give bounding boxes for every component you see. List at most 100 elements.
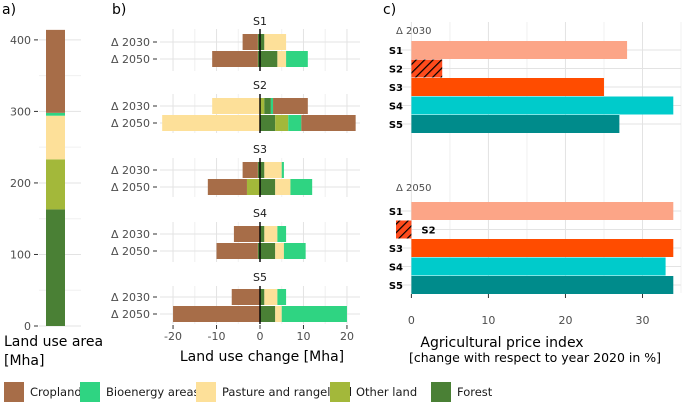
panel-b-scenario-title: S5	[253, 271, 267, 284]
panel-c-group-title: Δ 2030	[396, 26, 431, 37]
panel-b-xlabel: Land use change [Mha]	[180, 349, 344, 365]
panel-b-bar-forest	[260, 243, 276, 259]
panel-b-bar-forest	[260, 179, 276, 195]
panel-b-bar-bioenergy-areas	[270, 98, 274, 114]
panel-b-row-label: Δ 2030	[111, 100, 150, 113]
panel-b-row-label: Δ 2030	[111, 228, 150, 241]
panel-b-xtick-label: 20	[340, 330, 354, 343]
panel-b-bar-other-land	[260, 98, 265, 114]
panel-a-ytick-label: 300	[10, 105, 31, 118]
panel-c-bar-s3	[411, 78, 604, 96]
panel-b-land-use-change: S1 Δ 2030 Δ 2050 S2 Δ 2030 Δ 2050 S3 Δ 2030 Δ 20…	[111, 15, 360, 365]
panel-b-bar-forest	[260, 162, 265, 178]
panel-b-bar-pasture-and-rangeland	[277, 51, 287, 67]
panel-c-xlabel-sub: [change with respect to year 2020 in %]	[409, 350, 661, 365]
panel-b-bar-pasture-and-rangeland	[264, 226, 278, 242]
panel-b-bar-pasture-and-rangeland	[162, 115, 260, 131]
panel-c-bar-s1	[411, 202, 674, 220]
panel-b-row-label: Δ 2030	[111, 36, 150, 49]
panel-c-bar-s1	[411, 41, 628, 59]
panel-b-bar-pasture-and-rangeland	[275, 179, 291, 195]
panel-b-bar-bioenergy-areas	[281, 162, 284, 178]
panel-c-bar-s4	[411, 257, 666, 276]
panel-b-row-label: Δ 2050	[111, 181, 150, 194]
panel-c-xtick-label: 0	[408, 314, 415, 327]
panel-c-xtick-label: 10	[481, 314, 495, 327]
panel-c-bar-s3	[411, 239, 674, 257]
panel-b-bar-forest	[257, 51, 260, 67]
panel-c-group-title: Δ 2050	[396, 183, 431, 194]
panel-b-bar-forest	[260, 289, 265, 305]
panel-a-segment-pasture-and-rangeland	[46, 115, 65, 160]
panel-b-bar-forest	[260, 306, 276, 322]
panel-c-bar-s4	[411, 96, 674, 115]
panel-b-bar-bioenergy-areas	[277, 289, 287, 305]
legend-label: Forest	[457, 385, 493, 399]
panel-b-bar-forest	[260, 51, 278, 67]
legend-label: Pasture and rangeland	[222, 385, 352, 399]
panel-b-bar-forest	[260, 226, 265, 242]
legend-swatch-other-land	[330, 382, 350, 402]
legend-label: Cropland	[30, 385, 82, 399]
panel-c-row-label: S3	[389, 244, 403, 255]
panel-b-bar-pasture-and-rangeland	[264, 289, 278, 305]
panel-b-xtick-label: 10	[296, 330, 310, 343]
panel-b-xtick-label: -10	[208, 330, 226, 343]
panel-b-bar-bioenergy-areas	[286, 51, 308, 67]
panel-b-bar-cropland	[207, 179, 247, 195]
panel-b-bar-other-land	[275, 115, 289, 131]
panel-b-bar-bioenergy-areas	[281, 306, 347, 322]
panel-b-bar-pasture-and-rangeland	[212, 98, 260, 114]
legend-label: Bioenergy areas	[106, 385, 199, 399]
panel-b-bar-forest	[257, 243, 260, 259]
panel-b-bar-bioenergy-areas	[288, 115, 302, 131]
panel-b-bar-forest	[257, 34, 260, 50]
panel-b-bar-cropland	[242, 162, 258, 178]
panel-c-xtick-label: 30	[635, 314, 649, 327]
panel-c-row-label: S5	[389, 281, 403, 292]
panel-b-bar-forest	[260, 115, 276, 131]
panel-a-unit: [Mha]	[4, 353, 44, 369]
panel-b-bar-other-land	[246, 179, 260, 195]
panel-b-bar-pasture-and-rangeland	[264, 34, 287, 50]
panel-b-bar-cropland	[231, 289, 260, 305]
panel-b-bar-cropland	[301, 115, 356, 131]
legend-swatch-forest	[431, 382, 451, 402]
panel-b-bar-cropland	[242, 34, 258, 50]
panel-b-bar-bioenergy-areas	[290, 179, 313, 195]
panel-c-row-label: S1	[389, 207, 403, 218]
panel-c-bar-s2	[396, 220, 412, 239]
panel-b-row-label: Δ 2030	[111, 164, 150, 177]
panel-b-bar-pasture-and-rangeland	[275, 306, 282, 322]
panel-b-bar-pasture-and-rangeland	[264, 162, 282, 178]
panel-b-bar-cropland	[173, 306, 260, 322]
panel-c-bar-s5	[411, 115, 620, 133]
panel-b-bar-cropland	[273, 98, 308, 114]
panel-a-ytick-label: 0	[24, 320, 31, 333]
panel-c-xlabel: Agricultural price index	[420, 335, 583, 351]
panel-c-row-label: S3	[389, 83, 403, 94]
panel-a-xlabel: Land use area	[4, 334, 103, 350]
panel-b-bar-forest	[257, 162, 260, 178]
panel-b-bar-forest	[264, 98, 271, 114]
panel-b-scenario-title: S3	[253, 143, 267, 156]
panel-a-land-use-area: 0 100 200 300 400 Land use area [Mha]	[4, 22, 103, 369]
panel-label-a: a)	[2, 2, 16, 18]
panel-b-row-label: Δ 2050	[111, 53, 150, 66]
panel-b-row-label: Δ 2030	[111, 291, 150, 304]
panel-c-bar-label: S2	[421, 226, 435, 237]
panel-b-xtick-label: 0	[257, 330, 264, 343]
panel-c-bar-s5	[411, 276, 674, 294]
panel-b-bar-bioenergy-areas	[283, 243, 306, 259]
panel-b-scenario-title: S1	[253, 15, 267, 28]
panel-b-bar-cropland	[233, 226, 260, 242]
panel-c-row-label: S4	[389, 102, 403, 113]
panel-b-bar-cropland	[216, 243, 258, 259]
panel-a-ytick-label: 100	[10, 248, 31, 261]
panel-c-xtick-label: 20	[558, 314, 572, 327]
panel-b-bar-forest	[260, 34, 265, 50]
panel-b-row-label: Δ 2050	[111, 117, 150, 130]
panel-b-row-label: Δ 2050	[111, 308, 150, 321]
